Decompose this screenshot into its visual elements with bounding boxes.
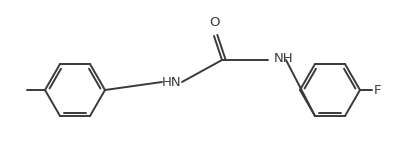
- Text: NH: NH: [274, 51, 294, 64]
- Text: O: O: [209, 16, 219, 29]
- Text: F: F: [374, 84, 382, 96]
- Text: HN: HN: [162, 75, 182, 88]
